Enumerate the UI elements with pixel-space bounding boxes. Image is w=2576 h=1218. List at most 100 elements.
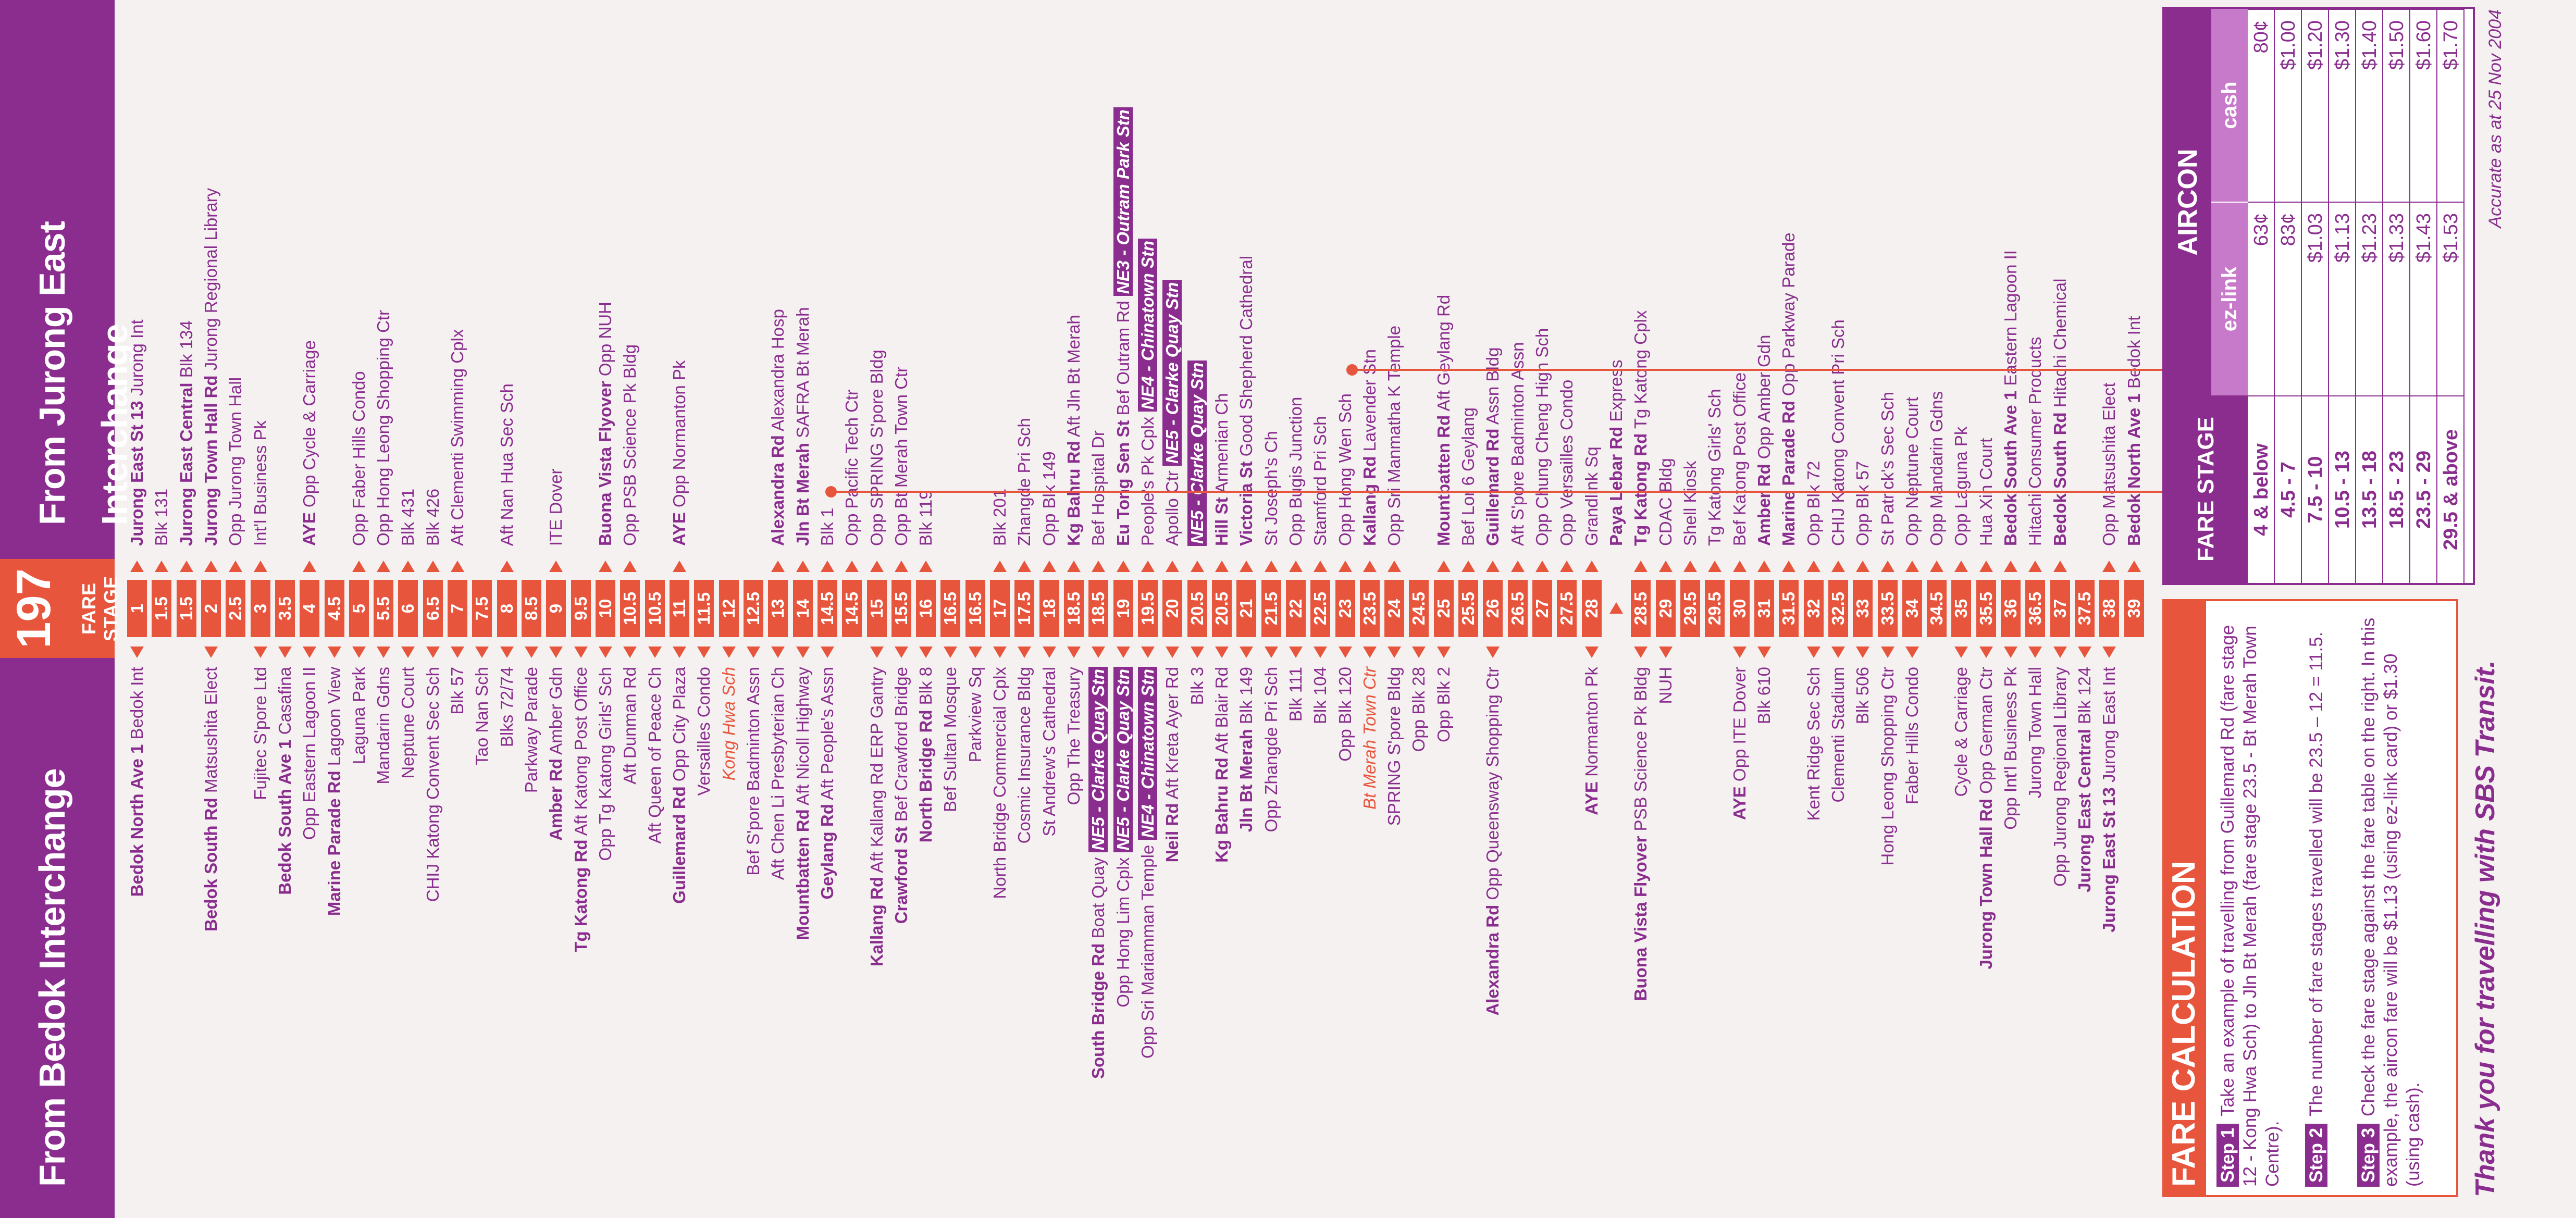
fare-stage-number: 24.5	[1409, 580, 1429, 637]
arrow-right-icon	[377, 561, 391, 572]
stop-row: Jurong East Central Blk 124 37.5	[2073, 0, 2097, 1218]
fare-stage-number: 16	[916, 580, 936, 637]
road-name: Bedok South Rd	[2050, 412, 2070, 546]
step-1: Step 1Take an example of travelling from…	[2216, 614, 2284, 1187]
arrow-right-icon	[1880, 561, 1894, 572]
stop-from-jurong: Amber Rd Opp Amber Gdn	[1754, 334, 1774, 546]
arrow-right-icon	[1609, 602, 1624, 614]
mrt-station-tag: NE3 - Outram Park Stn	[1113, 107, 1133, 296]
arrow-right-icon	[1560, 561, 1574, 572]
fare-stage-number: 14	[792, 580, 813, 637]
stop-row: Fujitec S'pore Ltd 3 Int'l Business Pk	[249, 0, 273, 1218]
stop-from-jurong: Blk 201	[990, 488, 1010, 546]
arrow-left-icon	[2078, 647, 2092, 658]
arrow-left-icon	[1141, 647, 1155, 658]
stop-from-bedok: Opp Sri Mariamman Temple NE4 - Chinatown…	[1136, 667, 1160, 1059]
stop-from-bedok: Blk 57	[448, 667, 467, 715]
stop-from-jurong: Zhangde Pri Sch	[1014, 418, 1034, 546]
arrow-right-icon	[1831, 561, 1845, 572]
fare-stage-number: 6	[398, 580, 418, 637]
arrow-left-icon	[722, 647, 736, 658]
stop-from-jurong: Paya Lebar Rd Express	[1606, 359, 1626, 546]
stop-row: 1.5 Jurong East Central Blk 134	[175, 0, 199, 1218]
road-name: Alexandra Rd	[768, 435, 788, 546]
stop-row: Tao Nan Sch 7.5	[470, 0, 494, 1218]
fare-ezlink-value: $1.13	[2329, 202, 2356, 395]
stop-row: Opp Jurong Regional Library 37 Bedok South…	[2048, 0, 2072, 1218]
stop-row: Blk 57 7 Aft Clementi Swimming Cplx	[445, 0, 469, 1218]
stop-from-bedok: Neil Rd Aft Kreta Ayer Rd	[1162, 667, 1182, 863]
arrow-left-icon	[1116, 647, 1130, 658]
stop-from-jurong: Opp Blk 57	[1853, 461, 1873, 546]
stop-row: St Andrew's Cathedral 18 Opp Blk 149	[1037, 0, 1061, 1218]
stop-from-bedok: AYE Normanton Pk	[1581, 667, 1601, 815]
stop-row: Bedok South Ave 1 Casafina 3.5	[273, 0, 297, 1218]
mrt-station-tag: NE5 - Clarke Quay Stn	[1113, 667, 1133, 853]
stop-row: Opp Hong Lim Cplx NE5 - Clarke Quay Stn 1…	[1111, 0, 1135, 1218]
fare-stage-number: 17.5	[1014, 580, 1035, 637]
road-name: Amber Rd	[546, 759, 566, 841]
fare-stage-number: 18.5	[1064, 580, 1084, 637]
arrow-right-icon	[179, 561, 193, 572]
arrow-left-icon	[2053, 647, 2067, 658]
arrow-left-icon	[648, 647, 662, 658]
road-name: Bedok South Rd	[201, 798, 220, 931]
stop-row: Blk 111 22 Opp Bugis Junction	[1284, 0, 1308, 1218]
stop-row: North Bridge Commercial Cplx 17 Blk 201	[988, 0, 1012, 1218]
road-name: Geylang Rd	[817, 804, 837, 900]
stop-from-bedok: Aft Dunman Rd	[620, 667, 640, 785]
stop-row: 26.5 Aft S'pore Badminton Assn	[1506, 0, 1530, 1218]
fare-stage-number: 37.5	[2075, 580, 2095, 637]
stop-from-bedok: Parkway Parade	[522, 667, 541, 793]
arrow-left-icon	[968, 647, 982, 658]
stop-row: Versailles Condo 11.5	[692, 0, 716, 1218]
accuracy-note: Accurate as at 25 Nov 2004	[2485, 9, 2505, 228]
stop-from-jurong: Blk 431	[398, 488, 418, 546]
fare-stage-number: 28.5	[1631, 580, 1651, 637]
arrow-right-icon	[1732, 561, 1747, 572]
arrow-right-icon	[993, 561, 1007, 572]
arrow-left-icon	[1979, 647, 1993, 658]
fare-stage-number: 12	[719, 580, 739, 637]
example-stop-name: Kong Hwa Sch	[719, 667, 738, 781]
stop-from-bedok: Bt Merah Town Ctr	[1358, 667, 1382, 810]
fare-stage-number: 2	[201, 580, 221, 637]
road-name: Bedok South Ave 1	[275, 739, 294, 895]
road-name: Kallang Rd	[1359, 456, 1379, 546]
arrow-right-icon	[599, 561, 613, 572]
stop-from-jurong: Jurong East St 13 Jurong Int	[127, 319, 146, 546]
stop-from-jurong: Shell Kiosk	[1680, 461, 1700, 546]
stop-from-jurong: Hill St Armenian Ch	[1211, 393, 1231, 546]
stop-row: Opp Blk 120 23 Opp Hong Wen Sch	[1333, 0, 1357, 1218]
stop-row: Bef Sultan Mosque 16.5	[938, 0, 962, 1218]
stop-row: Marine Parade Rd Lagoon View 4.5	[323, 0, 346, 1218]
stop-from-bedok: AYE Opp ITE Dover	[1729, 667, 1749, 821]
fare-stage-number: 9	[546, 580, 566, 637]
arrow-left-icon	[1166, 647, 1180, 658]
arrow-right-icon	[1116, 561, 1130, 572]
road-name: Neil Rd	[1162, 803, 1182, 863]
arrow-left-icon	[1067, 647, 1081, 658]
stop-from-bedok: Opp Int'l Business Pk	[2001, 667, 2021, 830]
stop-from-bedok: Bef S'pore Badminton Assn	[743, 667, 763, 876]
arrow-right-icon	[253, 561, 267, 572]
stop-from-bedok: Hong Leong Shopping Ctr	[1877, 667, 1897, 866]
stop-from-jurong: Jurong Town Hall Rd Jurong Regional Libr…	[201, 188, 220, 546]
stop-row: Jurong Town Hall Rd Opp German Ctr 35.5 Hu…	[1974, 0, 1998, 1218]
road-name: Jurong East St 13	[127, 401, 146, 546]
arrow-right-icon	[1166, 561, 1180, 572]
stop-from-jurong: Blk 131	[152, 488, 171, 546]
arrow-right-icon	[1905, 561, 1919, 572]
arrow-left-icon	[1388, 647, 1402, 658]
stop-row: Opp Blk 28 24.5	[1407, 0, 1431, 1218]
stop-from-bedok: Kent Ridge Sec Sch	[1803, 667, 1823, 821]
arrow-right-icon	[451, 561, 465, 572]
stop-from-bedok: SPRING S'pore Bldg	[1384, 667, 1404, 826]
arrow-right-icon	[796, 561, 810, 572]
stop-from-bedok: Opp Blk 120	[1335, 667, 1355, 762]
arrow-left-icon	[475, 647, 489, 658]
stop-row: Laguna Park 5 Opp Faber Hills Condo	[347, 0, 371, 1218]
stop-from-bedok: Bef Sultan Mosque	[940, 667, 960, 812]
fare-stage-number: 2.5	[226, 580, 246, 637]
road-name: AYE	[1729, 786, 1749, 821]
